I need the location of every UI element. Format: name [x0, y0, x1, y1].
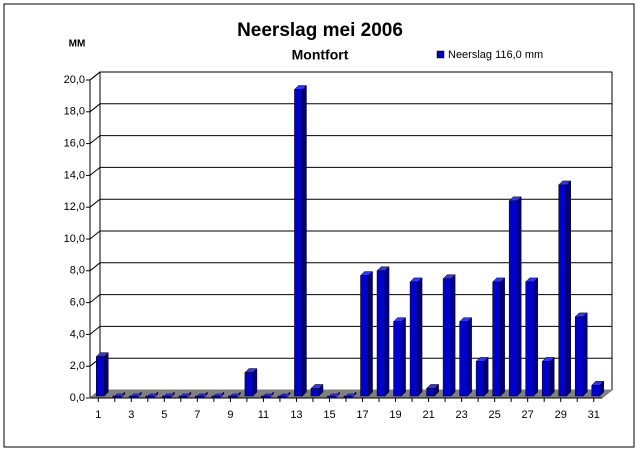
bar — [96, 356, 105, 397]
grid-line-depth — [89, 326, 101, 335]
bar — [541, 361, 551, 397]
bar — [475, 361, 485, 397]
bar-side — [104, 352, 109, 397]
bar — [178, 395, 188, 399]
y-tick-label: 18,0 — [64, 106, 85, 118]
bar-side — [417, 277, 423, 397]
bar — [261, 395, 270, 399]
grid-line-depth — [89, 103, 101, 113]
bar-side — [483, 356, 489, 397]
y-tick-label: 12,0 — [64, 201, 85, 213]
grid-line-depth — [89, 262, 101, 272]
bar — [228, 395, 237, 399]
bar — [310, 388, 320, 397]
x-tick-label: 27 — [522, 409, 534, 421]
y-tick-label: 8,0 — [70, 265, 85, 277]
bar — [508, 200, 518, 397]
legend-label: Neerslag 116,0 mm — [448, 49, 543, 61]
bar — [277, 395, 287, 399]
x-tick-label: 31 — [588, 409, 600, 421]
grid-line-depth — [89, 230, 101, 240]
bar-side — [533, 277, 538, 397]
bar — [393, 321, 402, 397]
y-tick-label: 0,0 — [70, 392, 85, 404]
bar-side — [450, 274, 456, 397]
bar-side — [252, 367, 258, 397]
y-axis-label: MM — [69, 39, 86, 50]
bar — [129, 395, 138, 399]
x-tick-label: 29 — [555, 409, 567, 421]
bar — [525, 281, 534, 397]
x-tick-label: 11 — [258, 409, 269, 421]
x-tick-label: 5 — [161, 409, 167, 421]
y-tick-label: 14,0 — [64, 169, 85, 181]
x-tick-label: 1 — [95, 409, 101, 421]
bar — [244, 372, 254, 397]
grid-line-depth — [89, 294, 101, 303]
bar-side — [582, 312, 588, 397]
grid-line-depth — [89, 167, 101, 176]
bar — [459, 321, 468, 397]
y-tick-label: 6,0 — [70, 297, 85, 309]
x-tick-label: 7 — [194, 409, 200, 421]
y-tick-label: 10,0 — [64, 233, 85, 245]
y-tick-label: 4,0 — [70, 328, 85, 340]
bar-side — [384, 266, 390, 397]
bar-side — [500, 277, 505, 397]
bar — [360, 275, 369, 397]
bar-side — [302, 84, 307, 397]
bar-side — [566, 180, 571, 397]
x-tick-label: 17 — [356, 409, 368, 421]
y-tick-label: 16,0 — [64, 138, 85, 150]
bar — [195, 395, 204, 399]
bar — [162, 395, 171, 399]
bar — [294, 89, 303, 397]
bar — [574, 316, 584, 397]
bar — [343, 395, 353, 399]
bar — [409, 281, 419, 397]
x-tick-label: 13 — [290, 409, 302, 421]
bar — [591, 385, 600, 397]
bar — [145, 395, 155, 399]
bar-side — [549, 356, 555, 397]
bar-side — [467, 317, 472, 397]
bar — [112, 395, 122, 399]
grid-line-depth — [89, 135, 101, 144]
bar — [426, 388, 435, 397]
x-tick-label: 19 — [389, 409, 401, 421]
chart-subtitle: Montfort — [292, 47, 349, 63]
bar — [558, 184, 567, 397]
y-tick-label: 2,0 — [70, 360, 85, 372]
bar — [327, 395, 336, 399]
x-tick-label: 23 — [455, 409, 467, 421]
x-tick-label: 21 — [422, 409, 434, 421]
bar — [211, 395, 221, 399]
bar-side — [401, 317, 406, 397]
x-tick-label: 15 — [323, 409, 335, 421]
chart-title: Neerslag mei 2006 — [237, 20, 403, 41]
x-tick-label: 9 — [227, 409, 233, 421]
grid-line-depth — [89, 71, 101, 81]
bar — [376, 270, 386, 397]
bar-side — [516, 196, 522, 397]
bar — [492, 281, 501, 397]
legend-swatch — [436, 50, 445, 59]
bar-side — [368, 270, 373, 397]
x-tick-label: 25 — [489, 409, 501, 421]
x-tick-label: 3 — [128, 409, 134, 421]
y-tick-label: 20,0 — [64, 74, 85, 86]
bar — [442, 278, 452, 397]
grid-line-depth — [89, 198, 101, 208]
